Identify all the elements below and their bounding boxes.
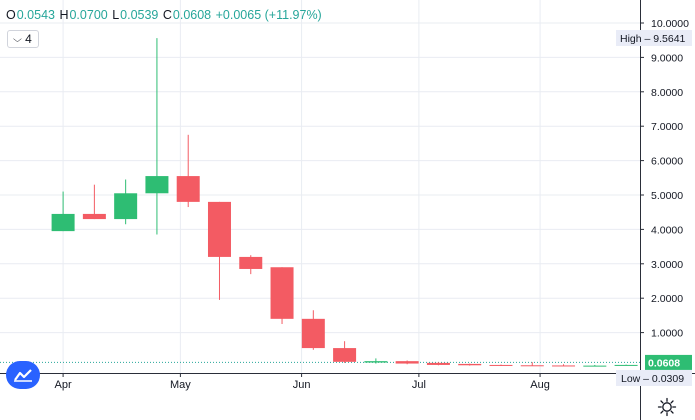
y-tick-label: 4.0000 <box>651 224 683 236</box>
high-value: 0.0700 <box>69 8 108 22</box>
candle-body <box>270 267 294 319</box>
open-label: O <box>6 8 16 22</box>
low-marker-label: Low – 0.0309 <box>621 373 684 385</box>
y-tick-label: 2.0000 <box>651 293 683 305</box>
candle-body <box>51 213 75 232</box>
candle-body <box>458 363 482 366</box>
x-tick-label: May <box>170 379 191 391</box>
low-label: L <box>112 8 120 22</box>
candle-body <box>364 361 388 363</box>
y-tick-label: 7.0000 <box>651 121 683 133</box>
y-tick-label: 1.0000 <box>651 328 683 340</box>
tradingview-logo[interactable] <box>6 361 40 389</box>
x-tick-label: Aug <box>530 379 550 391</box>
interval-label: 4 <box>25 32 32 46</box>
candle-body <box>82 213 106 220</box>
change-value: +0.0065 (+11.97%) <box>215 8 322 22</box>
last-price-badge: 0.0608 <box>645 354 692 370</box>
close-label: C <box>162 8 172 22</box>
ohlc-legend: O0.0543 H0.0700 L0.0539 C0.0608 +0.0065 … <box>6 8 323 22</box>
last-price-bg <box>645 354 692 370</box>
candle-body <box>207 201 231 257</box>
open-value: 0.0543 <box>16 8 55 22</box>
candle-body <box>489 364 513 366</box>
gear-icon[interactable] <box>657 397 677 417</box>
candle-body <box>333 348 357 362</box>
y-tick-label: 3.0000 <box>651 259 683 271</box>
low-marker-bg <box>616 370 692 386</box>
y-tick-label: 9.0000 <box>651 52 683 64</box>
y-tick-label: 5.0000 <box>651 190 683 202</box>
candle-body <box>239 256 263 269</box>
y-tick-label: 10.0000 <box>651 18 689 30</box>
high-label: H <box>59 8 69 22</box>
x-tick-label: Jul <box>412 379 426 391</box>
close-value: 0.0608 <box>172 8 212 22</box>
high-marker: High – 9.5641 <box>616 29 692 46</box>
x-tick-label: Jun <box>293 379 311 391</box>
last-price-label: 0.0608 <box>648 357 680 369</box>
high-marker-label: High – 9.5641 <box>620 33 686 45</box>
high-marker-bg <box>616 29 692 46</box>
candle-body <box>614 364 638 366</box>
x-tick-label: Apr <box>55 379 72 391</box>
candle-body <box>552 365 576 367</box>
candle-body <box>145 176 169 194</box>
candle-body <box>520 365 544 367</box>
y-tick-label: 6.0000 <box>651 156 683 168</box>
candle-body <box>395 361 419 364</box>
candle-body <box>426 362 450 365</box>
candle-body <box>583 365 607 367</box>
low-value: 0.0539 <box>120 8 159 22</box>
chevron-down-icon: ⌵ <box>13 33 23 44</box>
cloud-chart-icon <box>14 369 32 382</box>
candle-body <box>114 193 138 220</box>
low-marker: Low – 0.0309 <box>616 370 692 386</box>
interval-toggle-button[interactable]: ⌵ 4 <box>7 30 39 48</box>
candle-body <box>176 176 200 202</box>
candle-body <box>301 318 325 349</box>
y-tick-label: 8.0000 <box>651 87 683 99</box>
